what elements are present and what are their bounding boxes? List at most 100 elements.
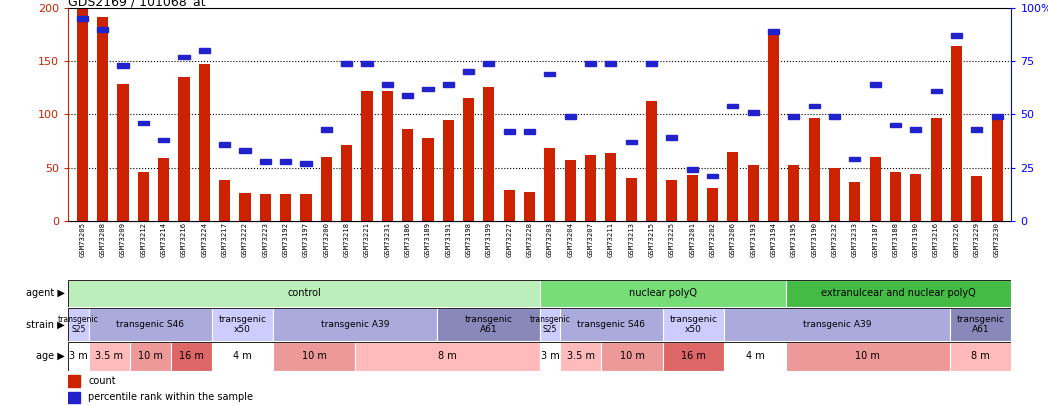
Bar — [565, 114, 575, 119]
Bar — [68, 308, 89, 341]
Bar — [280, 159, 291, 164]
Bar — [931, 117, 942, 221]
Text: GSM73204: GSM73204 — [567, 222, 573, 258]
Text: GSM73223: GSM73223 — [262, 222, 268, 258]
Bar — [504, 190, 515, 221]
Bar — [585, 155, 596, 221]
Text: 10 m: 10 m — [137, 352, 162, 361]
Bar — [171, 342, 212, 371]
Text: GSM73201: GSM73201 — [690, 222, 695, 258]
Bar — [362, 61, 372, 66]
Bar — [949, 308, 1011, 341]
Text: GSM73211: GSM73211 — [608, 222, 614, 258]
Text: GSM73218: GSM73218 — [344, 222, 350, 258]
Bar — [239, 193, 250, 221]
Text: 8 m: 8 m — [438, 352, 457, 361]
Bar — [991, 114, 1003, 119]
Bar — [991, 115, 1003, 221]
Bar — [280, 194, 291, 221]
Bar — [117, 83, 129, 221]
Bar — [951, 33, 962, 38]
Bar — [219, 142, 231, 147]
Text: GSM73206: GSM73206 — [729, 222, 736, 258]
Bar — [199, 48, 210, 53]
Bar — [463, 98, 474, 221]
Bar — [686, 175, 698, 221]
Bar — [768, 29, 779, 34]
Bar — [931, 89, 942, 94]
Text: GDS2169 / 101068_at: GDS2169 / 101068_at — [68, 0, 205, 8]
Bar — [422, 138, 434, 221]
Text: 10 m: 10 m — [619, 352, 645, 361]
Bar — [212, 308, 274, 341]
Bar — [662, 308, 724, 341]
Text: 16 m: 16 m — [179, 352, 203, 361]
Bar — [626, 140, 637, 145]
Text: 3.5 m: 3.5 m — [95, 352, 123, 361]
Text: 4 m: 4 m — [233, 352, 252, 361]
Text: GSM73192: GSM73192 — [283, 222, 288, 258]
Bar — [602, 342, 662, 371]
Text: GSM73209: GSM73209 — [121, 222, 126, 258]
Bar — [662, 342, 724, 371]
Text: GSM73194: GSM73194 — [770, 222, 777, 258]
Text: 3 m: 3 m — [541, 352, 560, 361]
Text: count: count — [88, 376, 115, 386]
Bar — [540, 342, 561, 371]
Text: nuclear polyQ: nuclear polyQ — [629, 288, 697, 298]
Text: GSM73187: GSM73187 — [872, 222, 878, 258]
Text: transgenic A39: transgenic A39 — [321, 320, 390, 329]
Bar — [686, 167, 698, 172]
Bar — [971, 127, 982, 132]
Text: GSM73222: GSM73222 — [242, 222, 248, 258]
Bar — [829, 168, 840, 221]
Bar — [77, 16, 88, 21]
Text: 4 m: 4 m — [745, 352, 764, 361]
Bar — [667, 135, 677, 140]
Bar — [524, 129, 536, 134]
Text: GSM73232: GSM73232 — [831, 222, 837, 258]
Bar — [870, 82, 880, 87]
Bar — [402, 129, 413, 221]
Text: GSM73233: GSM73233 — [852, 222, 858, 258]
Text: GSM73212: GSM73212 — [140, 222, 147, 258]
Bar — [260, 159, 270, 164]
Text: 16 m: 16 m — [681, 352, 706, 361]
Bar — [849, 157, 860, 162]
Text: transgenic S46: transgenic S46 — [116, 320, 184, 329]
Bar — [321, 127, 332, 132]
Bar — [158, 138, 169, 142]
Bar — [768, 32, 779, 221]
Bar — [341, 61, 352, 66]
Bar — [890, 123, 901, 128]
Bar — [362, 91, 372, 221]
Bar — [544, 72, 555, 77]
Bar — [341, 145, 352, 221]
Bar — [158, 158, 169, 221]
Bar — [483, 87, 495, 221]
Bar — [402, 93, 413, 98]
Text: GSM73193: GSM73193 — [750, 222, 757, 258]
Bar — [68, 342, 89, 371]
Bar — [199, 64, 210, 221]
Bar — [667, 180, 677, 221]
Bar — [561, 308, 662, 341]
Text: GSM73213: GSM73213 — [628, 222, 634, 258]
Text: percentile rank within the sample: percentile rank within the sample — [88, 392, 253, 402]
Bar — [137, 172, 149, 221]
Text: transgenic
x50: transgenic x50 — [218, 315, 266, 334]
Bar — [68, 392, 80, 403]
Bar — [951, 47, 962, 221]
Bar — [606, 61, 616, 66]
Bar — [544, 149, 555, 221]
Text: GSM73215: GSM73215 — [649, 222, 655, 258]
Text: GSM73199: GSM73199 — [486, 222, 492, 258]
Bar — [707, 174, 718, 179]
Bar — [381, 82, 393, 87]
Text: age ▶: age ▶ — [37, 352, 65, 361]
Text: GSM73216: GSM73216 — [181, 222, 187, 258]
Text: extranulcear and nuclear polyQ: extranulcear and nuclear polyQ — [822, 288, 976, 298]
Bar — [274, 342, 355, 371]
Text: GSM73197: GSM73197 — [303, 222, 309, 258]
Text: GSM73224: GSM73224 — [201, 222, 208, 258]
